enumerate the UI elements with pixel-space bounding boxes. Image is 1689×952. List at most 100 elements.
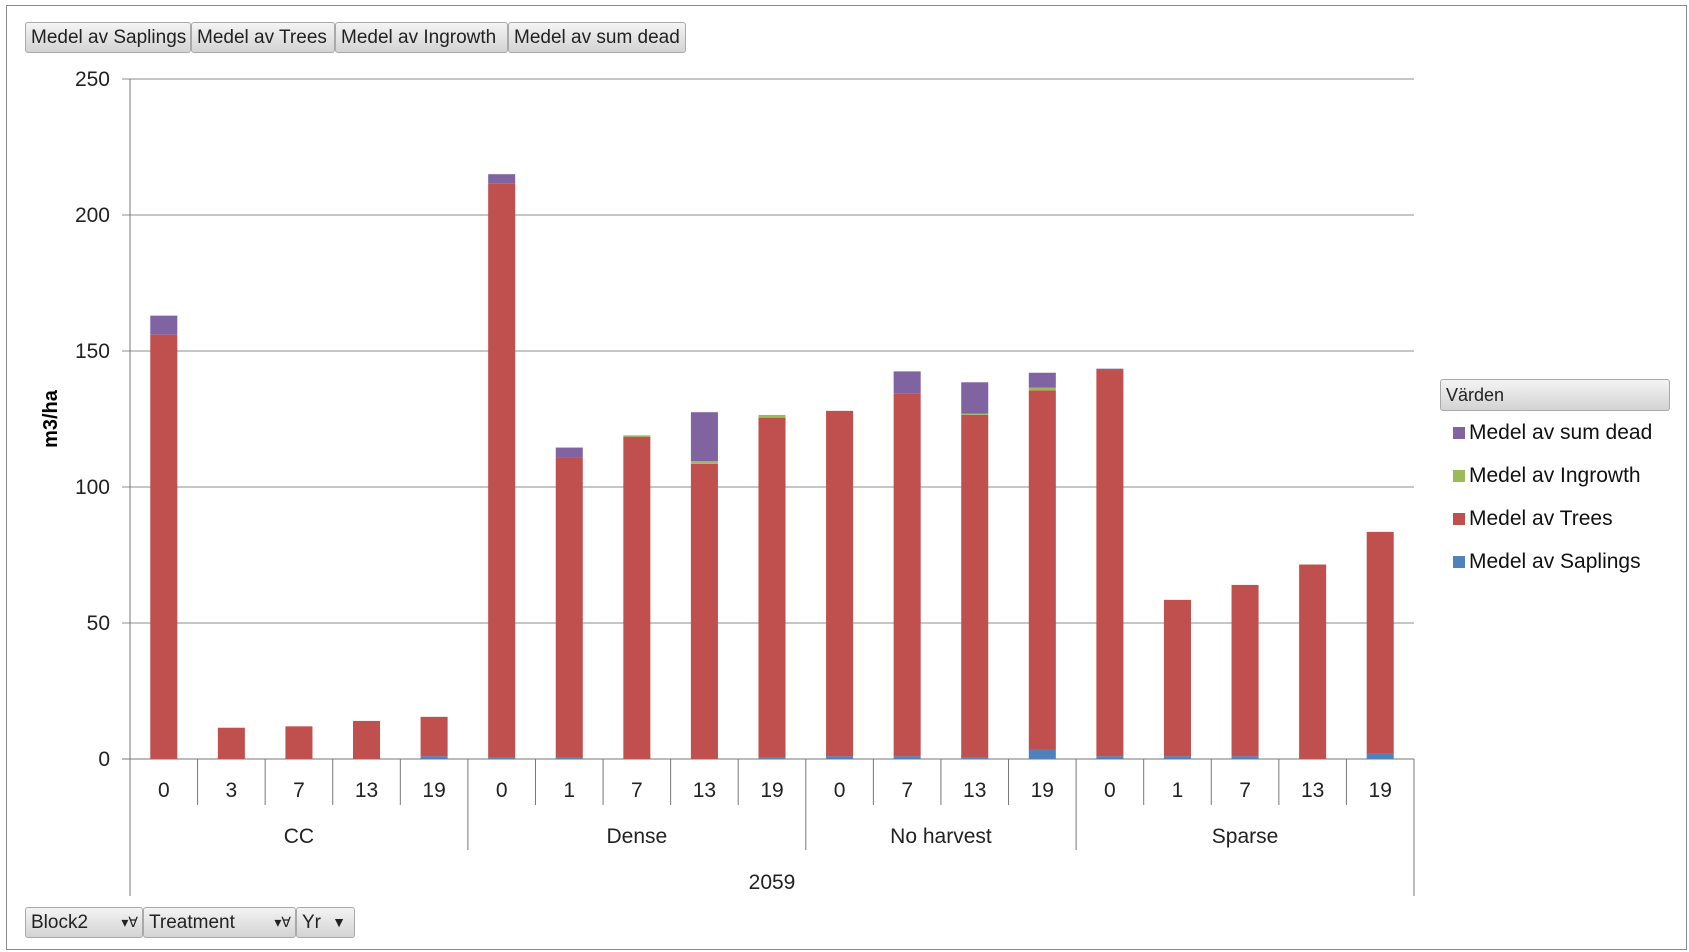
field-button-treatment[interactable]: Treatment ▾∀ [143,907,296,938]
field-button-trees[interactable]: Medel av Trees [191,22,335,53]
x-tick-label-year: 0 [834,779,846,802]
bar-segment [1096,368,1124,371]
bar-segment [150,334,178,759]
x-tick-label-year: 7 [1239,779,1251,802]
legend-label: Medel av sum dead [1469,421,1653,444]
y-tick-label: 250 [75,68,110,91]
x-tick-label-year: 1 [1172,779,1184,802]
bar-segment [961,413,989,415]
bar-segment [623,436,651,759]
bar-segment [1366,531,1394,754]
legend-item: Medel av Ingrowth [1440,454,1670,497]
bar-segment [826,410,854,757]
legend-item: Medel av Trees [1440,497,1670,540]
bar-segment [555,757,583,759]
bar-segment [217,727,245,759]
bar-segment [488,757,516,759]
dropdown-arrow-icon[interactable]: ▼ [332,914,346,930]
x-tick-label-year: 0 [158,779,170,802]
x-tick-label-year: 13 [963,779,986,802]
bar-segment [690,463,718,759]
x-tick-label-year: 0 [496,779,508,802]
bar-segment [1163,599,1191,757]
legend-label: Medel av Trees [1469,507,1613,530]
legend-item: Medel av Saplings [1440,540,1670,583]
x-tick-label-year: 19 [760,779,783,802]
bar-segment [623,435,651,437]
field-button-yr[interactable]: Yr ▼ [296,907,355,938]
x-group-label: No harvest [890,825,992,848]
x-tick-label-year: 0 [1104,779,1116,802]
y-tick-label: 50 [87,612,110,635]
bar-segment [555,447,583,458]
bar-segment [893,393,921,757]
bar-segment [150,315,178,335]
bar-segment [758,417,786,758]
bar-segment [1028,749,1056,759]
bar-segment [1028,390,1056,750]
bar-segment [826,756,854,759]
bar-segment [961,757,989,759]
x-tick-label-year: 13 [355,779,378,802]
bar-segment [420,716,448,757]
field-button-label: Yr [302,912,321,933]
bar-segment [1231,756,1259,759]
bar-segment [1366,753,1394,759]
bar-segment [1231,584,1259,757]
legend-swatch [1453,513,1465,525]
legend-swatch [1453,427,1465,439]
bar-segment [1096,370,1124,757]
legend-items: Medel av sum dead Medel av Ingrowth Medel … [1440,411,1670,583]
bar-segment [690,412,718,462]
bar-segment [758,757,786,759]
x-group-label: Sparse [1212,825,1279,848]
x-tick-label-year: 3 [226,779,238,802]
legend-title-button[interactable]: Värden [1440,379,1670,411]
y-tick-label: 100 [75,476,110,499]
legend-swatch [1453,470,1465,482]
bar-segment [961,382,989,414]
x-tick-label-year: 19 [422,779,445,802]
bar-segment [690,461,718,464]
y-axis-title: m3/ha [40,389,62,448]
bar-segment [1096,756,1124,759]
chart-frame [6,5,1687,950]
legend-item: Medel av sum dead [1440,411,1670,454]
field-button-block2[interactable]: Block2 ▾∀ [25,907,143,938]
field-button-label: Block2 [31,912,89,933]
bar-segment [555,457,583,758]
filter-dropdown-icon[interactable]: ▾∀ [274,914,291,930]
legend-label: Medel av Saplings [1469,550,1641,573]
x-tick-label-year: 13 [1301,779,1324,802]
x-tick-label-year: 7 [631,779,643,802]
x-tick-label-year: 19 [1369,779,1392,802]
field-button-label: Treatment [149,912,235,933]
filter-dropdown-icon[interactable]: ▾∀ [121,914,138,930]
field-button-sum-dead[interactable]: Medel av sum dead [508,22,686,53]
bar-segment [1028,387,1056,391]
bar-segment [758,414,786,418]
bar-segment [488,183,516,758]
y-tick-label: 0 [98,748,110,771]
field-button-saplings[interactable]: Medel av Saplings [25,22,191,53]
x-tick-label-year: 7 [901,779,913,802]
legend-swatch [1453,556,1465,568]
bar-segment [353,720,381,759]
bar-segment [1028,372,1056,388]
x-group-label: Dense [606,825,667,848]
bar-segment [893,756,921,759]
x-tick-label-year: 1 [563,779,575,802]
bar-segment [285,726,313,759]
x-tick-label-year: 13 [693,779,716,802]
y-tick-label: 200 [75,204,110,227]
y-tick-label: 150 [75,340,110,363]
legend: Värden Medel av sum dead Medel av Ingrowt… [1440,379,1670,583]
bar-segment [893,371,921,394]
bar-segment [488,174,516,184]
bar-segment [961,414,989,758]
field-button-ingrowth[interactable]: Medel av Ingrowth [335,22,508,53]
bar-segment [1299,564,1327,759]
x-tick-label-year: 7 [293,779,305,802]
x-outer-label: 2059 [749,871,796,894]
